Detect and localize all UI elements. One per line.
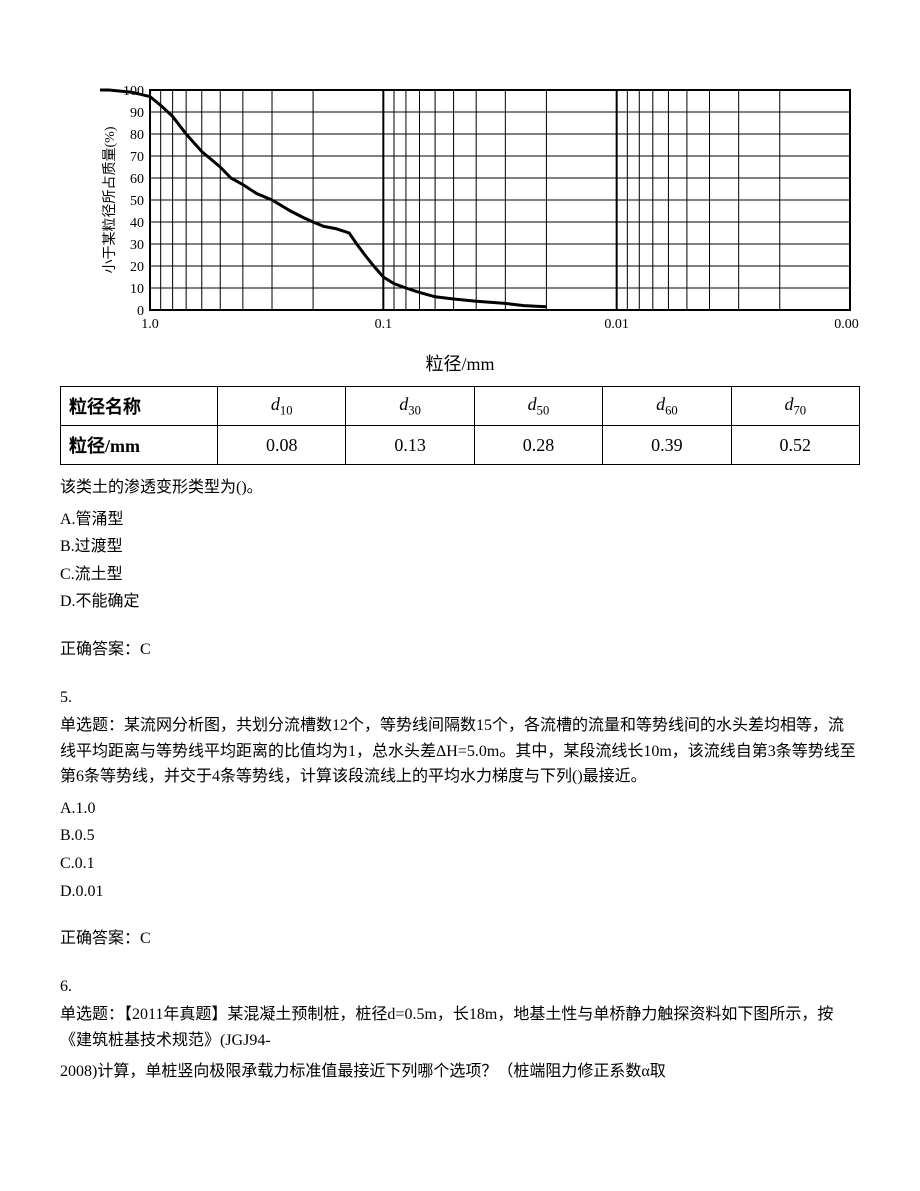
svg-text:50: 50 [130,194,144,209]
svg-text:0.001: 0.001 [834,317,860,332]
x-axis-title: 粒径/mm [0,350,920,376]
cell: 0.08 [218,426,346,465]
table-row: 粒径名称 d10 d30 d50 d60 d70 [61,387,860,426]
col-header: d50 [474,387,602,426]
cell: 0.39 [603,426,731,465]
q5-option-d: D.0.01 [60,879,860,905]
row-header: 粒径名称 [61,387,218,426]
q6-stem-1: 单选题：【2011年真题】某混凝土预制桩，桩径d=0.5m，长18m，地基土性与… [60,1002,860,1053]
svg-text:小于某粒径所占质量(%): 小于某粒径所占质量(%) [102,126,118,273]
grain-size-chart: 01020304050607080901001.00.10.010.001小于某… [100,80,860,340]
col-header: d70 [731,387,859,426]
q5-option-b: B.0.5 [60,823,860,849]
col-header: d10 [218,387,346,426]
svg-text:90: 90 [130,106,144,121]
svg-text:20: 20 [130,260,144,275]
svg-text:70: 70 [130,150,144,165]
svg-text:0.01: 0.01 [604,317,629,332]
q5-option-c: C.0.1 [60,851,860,877]
cell: 0.13 [346,426,474,465]
q4-option-a: A.管涌型 [60,507,860,533]
q4-option-b: B.过渡型 [60,534,860,560]
q6-stem-2: 2008)计算，单桩竖向极限承载力标准值最接近下列哪个选项？（桩端阻力修正系数α… [60,1059,860,1085]
q6-number: 6. [60,978,860,996]
svg-text:1.0: 1.0 [141,317,159,332]
svg-text:30: 30 [130,238,144,253]
chart-svg: 01020304050607080901001.00.10.010.001小于某… [100,80,860,340]
svg-text:10: 10 [130,282,144,297]
q4-option-d: D.不能确定 [60,589,860,615]
q4-answer: 正确答案：C [60,635,860,659]
q5-stem: 单选题：某流网分析图，共划分流槽数12个，等势线间隔数15个，各流槽的流量和等势… [60,713,860,790]
svg-text:0.1: 0.1 [375,317,393,332]
q4-option-c: C.流土型 [60,562,860,588]
cell: 0.28 [474,426,602,465]
table-row: 粒径/mm 0.08 0.13 0.28 0.39 0.52 [61,426,860,465]
svg-text:60: 60 [130,172,144,187]
grain-size-table: 粒径名称 d10 d30 d50 d60 d70 粒径/mm 0.08 0.13… [60,386,860,465]
q4-stem: 该类土的渗透变形类型为()。 [60,475,860,501]
svg-text:80: 80 [130,128,144,143]
svg-text:40: 40 [130,216,144,231]
col-header: d60 [603,387,731,426]
cell: 0.52 [731,426,859,465]
col-header: d30 [346,387,474,426]
q5-option-a: A.1.0 [60,796,860,822]
q5-answer: 正确答案：C [60,924,860,948]
q5-number: 5. [60,689,860,707]
row-header: 粒径/mm [61,426,218,465]
